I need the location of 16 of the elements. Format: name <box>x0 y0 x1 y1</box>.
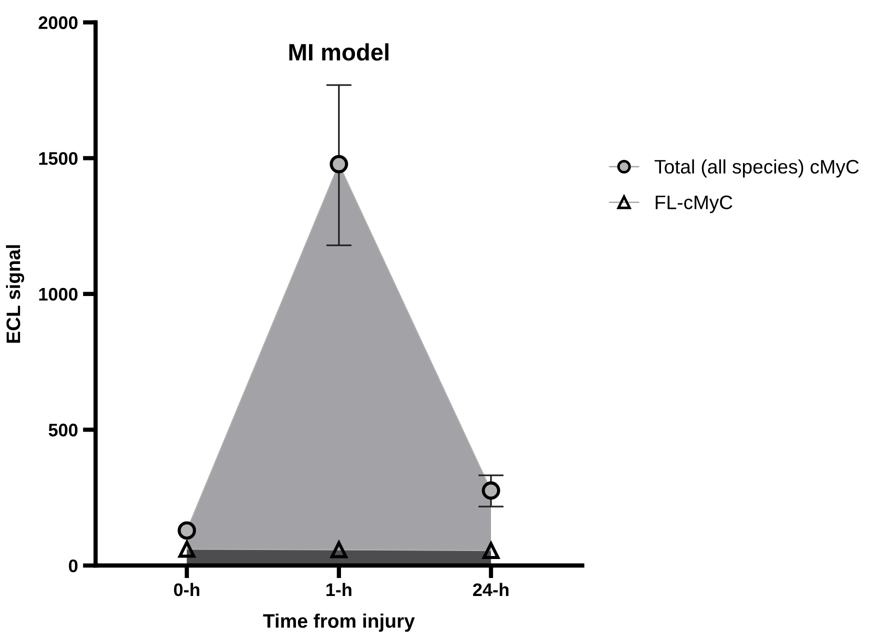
x-tick-label: 1-h <box>326 582 352 596</box>
y-tick-label: 0 <box>68 559 78 572</box>
legend-label: FL-cMyC <box>656 195 732 214</box>
x-axis-title: Time from injury <box>263 614 415 632</box>
y-tick-label: 500 <box>48 424 78 436</box>
point <box>330 154 348 174</box>
y-tick-label: 1000 <box>39 288 78 301</box>
y-tick-label: 2000 <box>38 16 78 30</box>
point <box>482 481 500 500</box>
point <box>178 521 196 540</box>
y-tick-label: 1500 <box>39 152 78 165</box>
legend-label: Total (all species) cMyC <box>654 159 859 178</box>
text: MI model <box>289 43 388 61</box>
x-tick-label: 24-h <box>473 582 508 596</box>
y-axis-title: ECL signal <box>6 245 24 343</box>
x-tick-label: 0-h <box>174 582 200 596</box>
